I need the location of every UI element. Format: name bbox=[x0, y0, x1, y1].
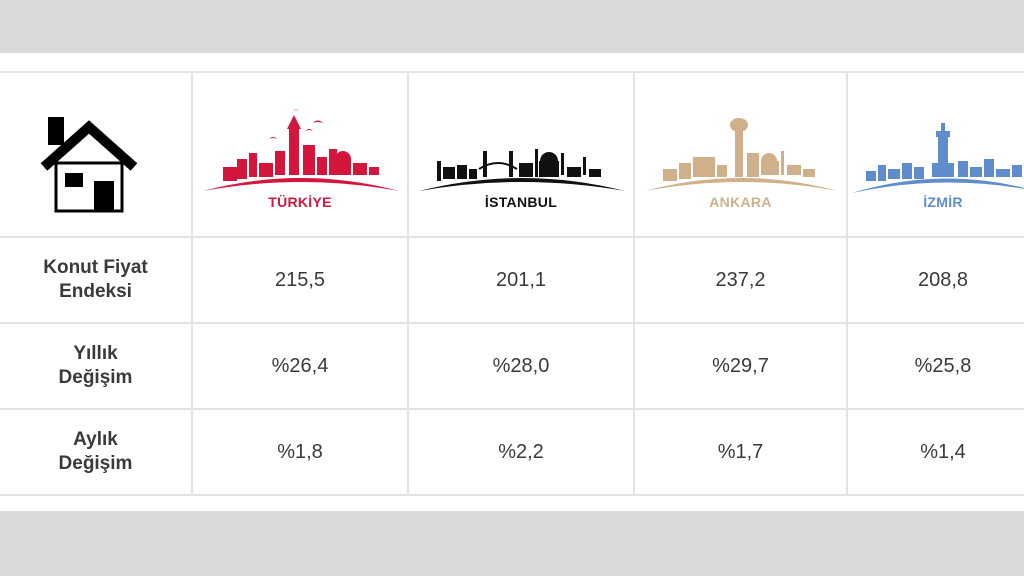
price-index-table: TÜRKİYE bbox=[0, 71, 1024, 496]
izmir-skyline-icon bbox=[852, 123, 1024, 193]
row-label-line: Aylık bbox=[73, 429, 118, 450]
istanbul-skyline-icon bbox=[419, 149, 625, 191]
table-row: Konut Fiyat Endeksi 215,5 201,1 237,2 20… bbox=[0, 236, 1024, 324]
cell-value: %26,4 bbox=[191, 322, 409, 410]
table-row: Yıllık Değişim %26,4 %28,0 %29,7 %25,8 bbox=[0, 322, 1024, 410]
cell-value: 215,5 bbox=[191, 236, 409, 324]
cell-value: %29,7 bbox=[633, 322, 848, 410]
house-icon bbox=[40, 117, 138, 213]
city-header-istanbul: İSTANBUL bbox=[407, 71, 635, 238]
cell-value: %25,8 bbox=[846, 322, 1024, 410]
city-header-ankara: ANKARA bbox=[633, 71, 848, 238]
content-panel: TÜRKİYE bbox=[0, 53, 1024, 511]
row-label: Yıllık Değişim bbox=[0, 322, 193, 410]
row-label-line: Konut Fiyat bbox=[43, 257, 148, 278]
cell-value: 208,8 bbox=[846, 236, 1024, 324]
city-header-izmir: İZMİR bbox=[846, 71, 1024, 238]
row-label: Konut Fiyat Endeksi bbox=[0, 236, 193, 324]
row-label: Aylık Değişim bbox=[0, 408, 193, 496]
city-label-turkiye: TÜRKİYE bbox=[268, 194, 332, 210]
city-label-izmir: İZMİR bbox=[923, 194, 963, 210]
cell-value: %1,4 bbox=[846, 408, 1024, 496]
cell-value: %28,0 bbox=[407, 322, 635, 410]
row-label-line: Değişim bbox=[58, 367, 133, 388]
cell-value: %1,8 bbox=[191, 408, 409, 496]
turkiye-skyline-icon bbox=[203, 109, 399, 191]
table-row: Aylık Değişim %1,8 %2,2 %1,7 %1,4 bbox=[0, 408, 1024, 496]
row-label-line: Endeksi bbox=[59, 281, 132, 302]
city-header-turkiye: TÜRKİYE bbox=[191, 71, 409, 238]
cell-value: %2,2 bbox=[407, 408, 635, 496]
cell-value: 201,1 bbox=[407, 236, 635, 324]
house-cell bbox=[0, 71, 193, 238]
cell-value: 237,2 bbox=[633, 236, 848, 324]
city-label-istanbul: İSTANBUL bbox=[484, 194, 558, 210]
row-label-line: Yıllık bbox=[73, 343, 118, 364]
row-label-line: Değişim bbox=[58, 453, 133, 474]
header-row: TÜRKİYE bbox=[0, 71, 1024, 238]
city-label-ankara: ANKARA bbox=[709, 194, 772, 210]
cell-value: %1,7 bbox=[633, 408, 848, 496]
ankara-skyline-icon bbox=[645, 118, 838, 191]
